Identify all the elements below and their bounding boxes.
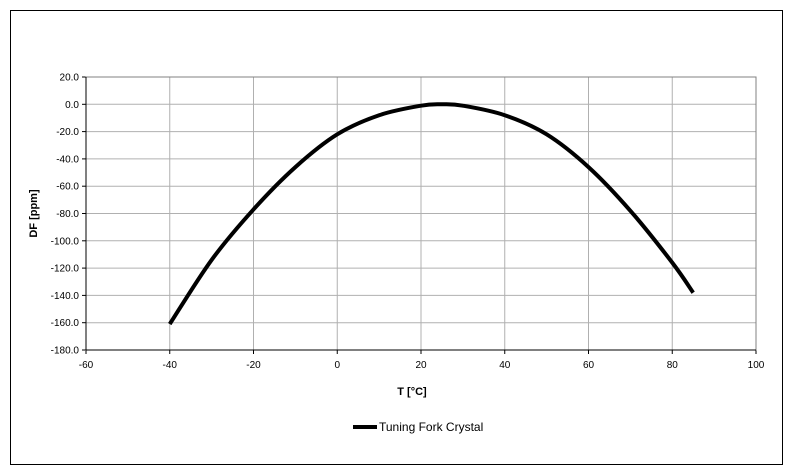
y-tick-label: 20.0 — [60, 73, 80, 84]
x-tick-label: 0 — [334, 360, 340, 371]
series-line — [168, 102, 695, 326]
x-tick-label: -60 — [79, 360, 94, 371]
x-tick-label: 60 — [583, 360, 595, 371]
y-tick-label: -40.0 — [56, 154, 79, 165]
y-tick-label: -160.0 — [51, 318, 80, 329]
y-tick-label: -140.0 — [51, 291, 80, 302]
axes — [82, 76, 757, 354]
y-tick-label: -120.0 — [51, 264, 80, 275]
y-tick-label: -60.0 — [56, 182, 79, 193]
y-axis-label: DF [ppm] — [28, 189, 40, 238]
legend-label: Tuning Fork Crystal — [379, 420, 483, 434]
y-tick-label: 0.0 — [65, 100, 79, 111]
y-tick-label: -180.0 — [51, 346, 80, 357]
x-tick-label: -40 — [163, 360, 178, 371]
y-tick-label: -20.0 — [56, 127, 79, 138]
x-tick-label: 20 — [415, 360, 427, 371]
series-group — [168, 102, 695, 326]
y-tick-labels: 20.0 0.0 -20.0 -40.0 -60.0 -80.0 -100.0 -120.0 -… — [51, 73, 80, 357]
x-axis-label: T [°C] — [397, 386, 427, 398]
x-tick-label: 40 — [499, 360, 511, 371]
legend: Tuning Fork Crystal — [353, 420, 483, 434]
x-tick-label: 80 — [667, 360, 679, 371]
x-tick-labels: -60 -40 -20 0 20 40 60 80 100 — [79, 360, 765, 371]
grid — [85, 76, 757, 351]
y-tick-label: -100.0 — [51, 236, 80, 247]
x-tick-label: 100 — [748, 360, 765, 371]
y-tick-label: -80.0 — [56, 209, 79, 220]
x-tick-label: -20 — [246, 360, 261, 371]
